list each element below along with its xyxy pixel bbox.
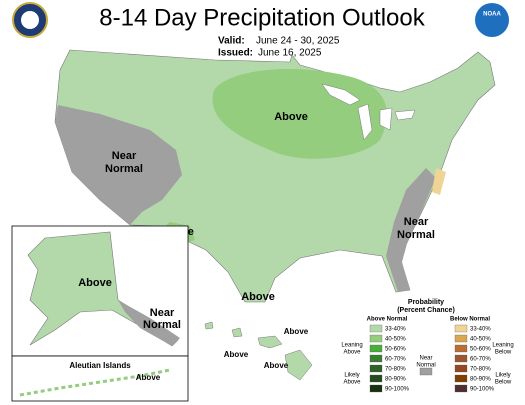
legend-bin: 70-80% <box>385 367 406 373</box>
issued-label: Issued: <box>218 48 253 59</box>
legend-label: Above <box>343 350 361 356</box>
region-label: Above <box>78 277 112 289</box>
legend-swatch <box>454 374 468 383</box>
region-label: Above <box>224 350 249 359</box>
legend-swatch <box>454 344 468 353</box>
legend-label: Normal <box>416 363 435 369</box>
below-area <box>432 168 446 195</box>
region-label: Above <box>136 373 161 382</box>
title: 8-14 Day Precipitation Outlook <box>99 4 426 31</box>
legend-bin: 40-50% <box>470 337 491 343</box>
legend-header: Above Normal <box>367 317 408 323</box>
legend-bin: 70-80% <box>470 367 491 373</box>
legend-swatch <box>369 324 383 333</box>
legend-label: Likely <box>344 373 359 379</box>
region-label: Above <box>264 361 289 370</box>
legend-swatch <box>419 367 433 376</box>
region-label: Normal <box>105 163 143 175</box>
region-label: Near <box>112 150 137 162</box>
legend-label: Above <box>343 380 361 386</box>
legend-bin: 80-90% <box>385 377 406 383</box>
legend-swatch <box>369 384 383 393</box>
region-label: Above <box>241 291 275 303</box>
region-label: Normal <box>143 319 181 331</box>
region-label: Above <box>284 327 309 336</box>
legend-swatch <box>454 354 468 363</box>
legend-bin: 90-100% <box>470 387 495 393</box>
legend-bin: 50-60% <box>385 347 406 353</box>
legend-bin: 33-40% <box>385 327 406 333</box>
region-label: Above <box>274 111 308 123</box>
logo-text: NOAA <box>483 12 501 18</box>
legend-swatch <box>369 374 383 383</box>
region-label: Normal <box>397 229 435 241</box>
legend-swatch <box>454 324 468 333</box>
region-label: Near <box>150 307 175 319</box>
legend-label: Leaning <box>341 343 362 349</box>
doc-seal-center <box>21 11 39 29</box>
legend-bin: 90-100% <box>385 387 410 393</box>
noaa-logo <box>475 3 509 37</box>
legend: Probability (Percent Chance) Above Norma… <box>341 299 513 393</box>
legend-bin: 60-70% <box>385 357 406 363</box>
hawaii <box>204 321 313 381</box>
great-lakes <box>321 83 416 141</box>
aleutian-inset <box>11 355 189 402</box>
near-normal-area <box>118 300 180 346</box>
region-label: Near <box>404 216 429 228</box>
legend-bin: 80-90% <box>470 377 491 383</box>
legend-header: Below Normal <box>450 317 490 323</box>
issued: June 16, 2025 <box>258 48 322 59</box>
legend-bin: 60-70% <box>470 357 491 363</box>
legend-label: Near <box>419 356 432 362</box>
legend-title: (Percent Chance) <box>397 307 455 314</box>
legend-swatch <box>454 384 468 393</box>
valid-label: Valid: <box>218 36 245 47</box>
legend-swatch <box>454 364 468 373</box>
legend-label: Likely <box>495 373 510 379</box>
legend-bin: 40-50% <box>385 337 406 343</box>
legend-swatch <box>454 334 468 343</box>
legend-label: Below <box>495 380 512 386</box>
legend-swatch <box>369 334 383 343</box>
legend-bin: 33-40% <box>470 327 491 333</box>
valid: June 24 - 30, 2025 <box>256 36 340 47</box>
near-normal-area <box>386 168 436 292</box>
legend-label: Leaning <box>492 343 513 349</box>
near-normal-area <box>55 105 182 225</box>
legend-swatch <box>369 344 383 353</box>
legend-title: Probability <box>408 299 444 306</box>
inset-title: Aleutian Islands <box>69 361 131 370</box>
legend-label: Below <box>495 350 512 356</box>
legend-bin: 50-60% <box>470 347 491 353</box>
legend-swatch <box>369 354 383 363</box>
legend-swatch <box>369 364 383 373</box>
